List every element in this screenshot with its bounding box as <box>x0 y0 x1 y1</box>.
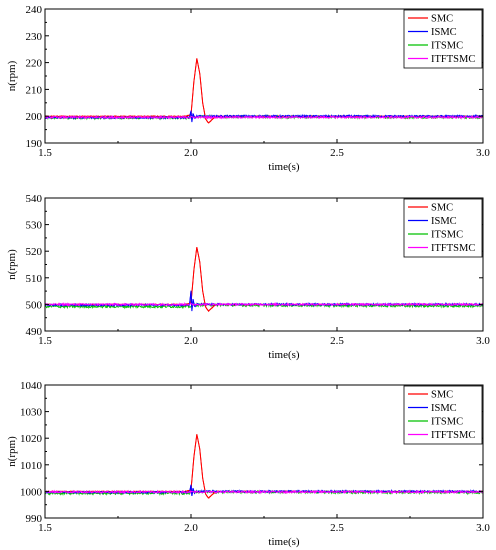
legend-label-ismc: ISMC <box>431 403 457 414</box>
legend-label-smc: SMC <box>431 14 453 25</box>
y-tick-label: 1020 <box>20 433 43 445</box>
x-tick-label: 2.0 <box>184 522 198 534</box>
y-tick-label: 540 <box>26 193 43 205</box>
chart-panel-3: 1.5 2.0 2.5 3.0 990 1000 1010 1020 1030 1040 time(… <box>6 380 490 548</box>
legend-label-itsmc: ITSMC <box>431 230 463 241</box>
series-lines <box>45 434 483 499</box>
y-tick-label: 220 <box>26 58 43 70</box>
legend-label-itsmc: ITSMC <box>431 41 463 52</box>
y-tick-label: 530 <box>26 220 43 232</box>
series-line-ismc <box>45 109 483 121</box>
y-tick-label: 230 <box>26 31 43 43</box>
y-axis-label: n(rpm) <box>6 249 18 280</box>
y-tick-label: 190 <box>26 138 43 150</box>
x-tick-label: 2.5 <box>330 147 344 159</box>
y-tick-label: 1040 <box>20 380 43 392</box>
y-tick-label: 1030 <box>20 407 43 419</box>
y-tick-label: 240 <box>26 4 43 16</box>
y-tick-label: 510 <box>26 273 43 285</box>
legend-label-ismc: ISMC <box>431 216 457 227</box>
x-tick-label: 1.5 <box>38 147 52 159</box>
series-line-itftsmc <box>45 489 483 495</box>
x-tick-label: 1.5 <box>38 522 52 534</box>
y-tick-label: 990 <box>26 513 43 525</box>
series-line-itftsmc <box>45 301 483 307</box>
x-axis-label: time(s) <box>268 349 299 361</box>
y-tick-label: 490 <box>26 326 43 338</box>
legend-label-itftsmc: ITFTSMC <box>431 54 475 65</box>
x-tick-label: 2.0 <box>184 147 198 159</box>
y-tick-label: 1000 <box>20 486 43 498</box>
x-tick-label: 2.0 <box>184 335 198 347</box>
x-tick-label: 2.5 <box>330 522 344 534</box>
legend-label-itsmc: ITSMC <box>431 417 463 428</box>
series-transient-ismc <box>189 291 198 312</box>
y-axis-label: n(rpm) <box>6 60 18 91</box>
legend: SMC ISMC ITSMC ITFTSMC <box>403 9 483 69</box>
x-tick-label: 1.5 <box>38 335 52 347</box>
series-transient-smc <box>185 247 221 312</box>
legend-label-itftsmc: ITFTSMC <box>431 430 475 441</box>
y-tick-label: 500 <box>26 299 43 311</box>
series-line-itftsmc <box>45 114 483 120</box>
y-tick-label: 520 <box>26 246 43 258</box>
legend-label-ismc: ISMC <box>431 27 457 38</box>
x-tick-label: 2.5 <box>330 335 344 347</box>
chart-panel-1: 1.5 2.0 2.5 3.0 190 200 210 220 230 240 time(s) n(r… <box>6 4 490 173</box>
series-lines <box>45 247 483 313</box>
legend-label-smc: SMC <box>431 390 453 401</box>
legend: SMC ISMC ITSMC ITFTSMC <box>403 198 483 258</box>
legend: SMC ISMC ITSMC ITFTSMC <box>403 385 483 445</box>
x-axis-label: time(s) <box>268 536 299 548</box>
y-axis-label: n(rpm) <box>6 436 18 467</box>
x-axis-label: time(s) <box>268 161 299 173</box>
x-tick-label: 3.0 <box>476 335 490 347</box>
y-tick-label: 210 <box>26 84 43 96</box>
legend-label-smc: SMC <box>431 203 453 214</box>
legend-label-itftsmc: ITFTSMC <box>431 243 475 254</box>
x-tick-label: 3.0 <box>476 147 490 159</box>
y-tick-label: 200 <box>26 111 43 123</box>
x-tick-label: 3.0 <box>476 522 490 534</box>
chart-panel-2: 1.5 2.0 2.5 3.0 490 500 510 520 530 540 time(s) n(r… <box>6 193 490 361</box>
series-lines <box>45 58 483 124</box>
y-tick-label: 1010 <box>20 460 43 472</box>
